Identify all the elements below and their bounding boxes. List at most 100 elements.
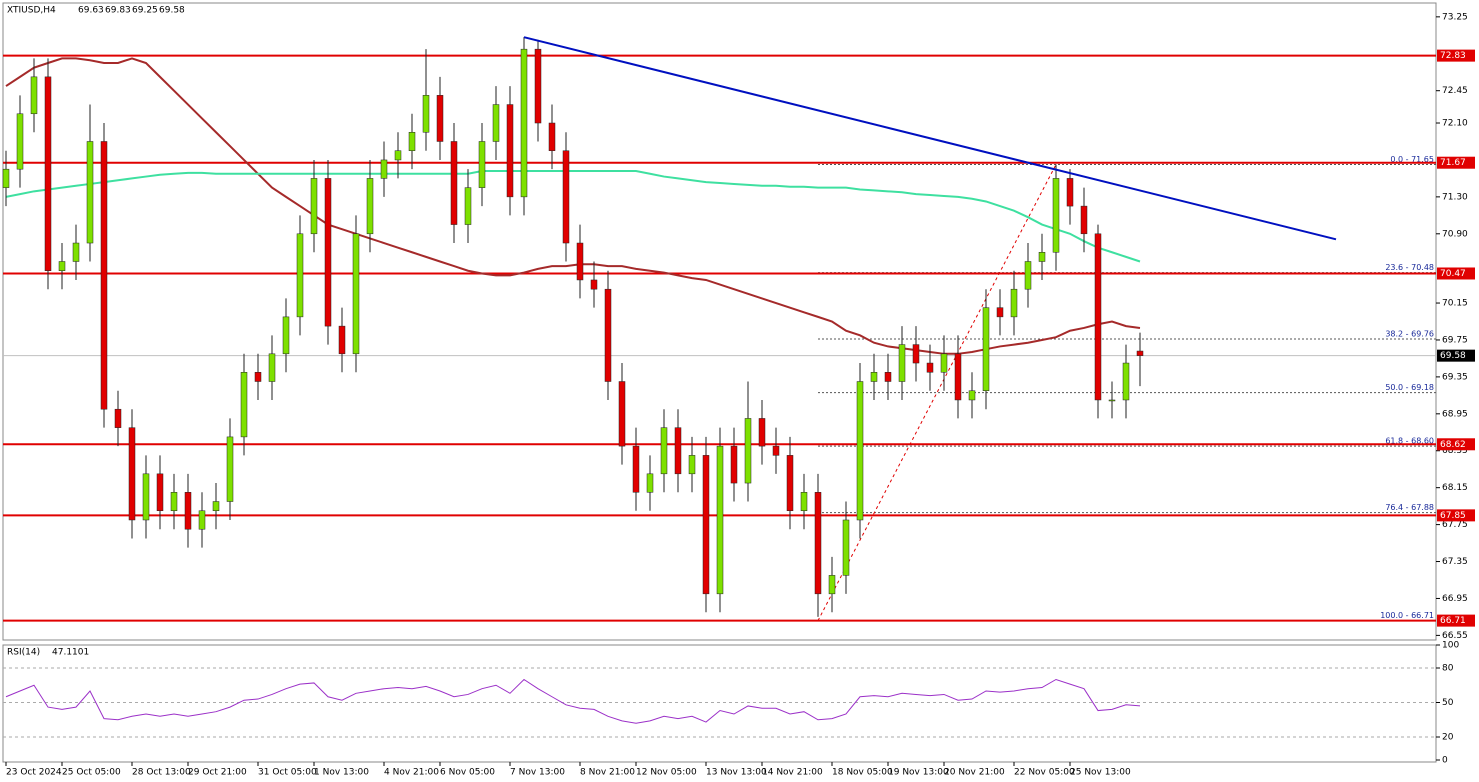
candle-body — [212, 501, 220, 512]
trendline — [523, 36, 1337, 241]
candle-body — [646, 473, 654, 493]
y-tick-label: 70.90 — [1442, 229, 1468, 239]
candle-body — [982, 307, 990, 391]
candle-body — [590, 279, 598, 290]
candle-body — [786, 455, 794, 512]
candle-body — [128, 427, 136, 521]
fib-label: 76.4 - 67.88 — [1385, 503, 1434, 512]
candle-body — [394, 150, 402, 161]
candle-body — [828, 575, 836, 595]
header-value: 69.58 — [159, 6, 185, 16]
candle-body — [800, 492, 808, 512]
candle-body — [884, 372, 892, 382]
rsi-title: RSI(14) — [7, 648, 40, 658]
y-tick-label: 67.35 — [1442, 557, 1468, 567]
fib-label: 38.2 - 69.76 — [1385, 330, 1434, 339]
x-tick-label: 23 Oct 2024 — [6, 768, 62, 778]
rsi-panel — [2, 644, 1437, 763]
candle-body — [870, 372, 878, 382]
candle-body — [44, 76, 52, 271]
candle-body — [632, 445, 640, 493]
candle-body — [58, 261, 66, 271]
candle-body — [548, 122, 556, 151]
candle-body — [702, 455, 710, 595]
candle-body — [198, 510, 206, 530]
rsi-tick-label: 50 — [1442, 698, 1454, 708]
y-tick-label: 68.95 — [1442, 409, 1468, 419]
candle-body — [744, 418, 752, 484]
y-tick-label: 68.15 — [1442, 483, 1468, 493]
rsi-tick-label: 0 — [1442, 756, 1448, 766]
candle-body — [240, 372, 248, 438]
candle-body — [380, 159, 388, 179]
candle-body — [576, 242, 584, 281]
candle-body — [898, 344, 906, 382]
candle-body — [114, 408, 122, 428]
moving-average — [5, 170, 1141, 263]
candle-body — [758, 418, 766, 447]
candle-body — [534, 48, 542, 124]
x-tick-label: 14 Nov 21:00 — [762, 768, 823, 778]
candle-body — [338, 325, 346, 355]
fib-label: 50.0 - 69.18 — [1385, 383, 1434, 392]
x-tick-label: 28 Oct 13:00 — [132, 768, 191, 778]
candle-body — [16, 113, 24, 170]
candle-body — [1122, 362, 1130, 401]
candle-body — [408, 131, 416, 151]
x-tick-label: 31 Oct 05:00 — [258, 768, 317, 778]
candle-body — [142, 473, 150, 521]
candle-body — [296, 233, 304, 318]
x-tick-label: 8 Nov 21:00 — [580, 768, 635, 778]
candle-body — [156, 473, 164, 512]
candle-body — [814, 492, 822, 595]
candle-body — [926, 362, 934, 373]
level-label: 70.47 — [1440, 269, 1466, 279]
x-tick-label: 25 Oct 05:00 — [62, 768, 121, 778]
candle-body — [1080, 205, 1088, 235]
level-label: 66.71 — [1440, 616, 1466, 626]
candle-body — [1108, 399, 1116, 402]
header-value: 69.25 — [132, 6, 158, 16]
candle-body — [1010, 288, 1018, 318]
x-tick-label: 1 Nov 13:00 — [314, 768, 369, 778]
candle-body — [226, 436, 234, 502]
x-tick-label: 25 Nov 13:00 — [1070, 768, 1131, 778]
candle-body — [268, 353, 276, 382]
candle-body — [688, 455, 696, 475]
level-label: 67.85 — [1440, 511, 1466, 521]
y-tick-label: 72.45 — [1442, 86, 1468, 96]
level-label: 71.67 — [1440, 158, 1466, 168]
fib-diagonal — [817, 164, 1057, 621]
candle-body — [366, 178, 374, 235]
fib-label: 0.0 - 71.65 — [1390, 155, 1434, 164]
candle-body — [562, 150, 570, 244]
rsi-tick-label: 100 — [1442, 641, 1459, 651]
candle-body — [1066, 178, 1074, 207]
level-label: 68.62 — [1440, 440, 1466, 450]
y-tick-label: 67.75 — [1442, 520, 1468, 530]
candle-body — [324, 178, 332, 327]
fib-label: 61.8 - 68.60 — [1385, 437, 1434, 446]
fib-label: 100.0 - 66.71 — [1380, 611, 1434, 620]
current-price-label: 69.58 — [1440, 351, 1466, 361]
y-tick-label: 68.55 — [1442, 446, 1468, 456]
candle-body — [716, 445, 724, 595]
x-tick-label: 6 Nov 05:00 — [440, 768, 495, 778]
x-tick-label: 7 Nov 13:00 — [510, 768, 565, 778]
y-tick-label: 69.75 — [1442, 335, 1468, 345]
candle-body — [2, 168, 10, 188]
level-label-box — [1437, 156, 1475, 169]
candle-body — [72, 242, 80, 262]
candle-body — [1094, 233, 1102, 401]
rsi-line — [5, 678, 1141, 724]
candle-body — [1024, 261, 1032, 290]
level-label-box — [1437, 614, 1475, 627]
candle-body — [1136, 350, 1144, 356]
candle-body — [282, 316, 290, 355]
candle-body — [86, 141, 94, 244]
level-label-box — [1437, 49, 1475, 62]
symbol: XTIUSD,H4 — [7, 6, 56, 16]
x-tick-label: 20 Nov 21:00 — [944, 768, 1005, 778]
y-tick-label: 73.25 — [1442, 12, 1468, 22]
